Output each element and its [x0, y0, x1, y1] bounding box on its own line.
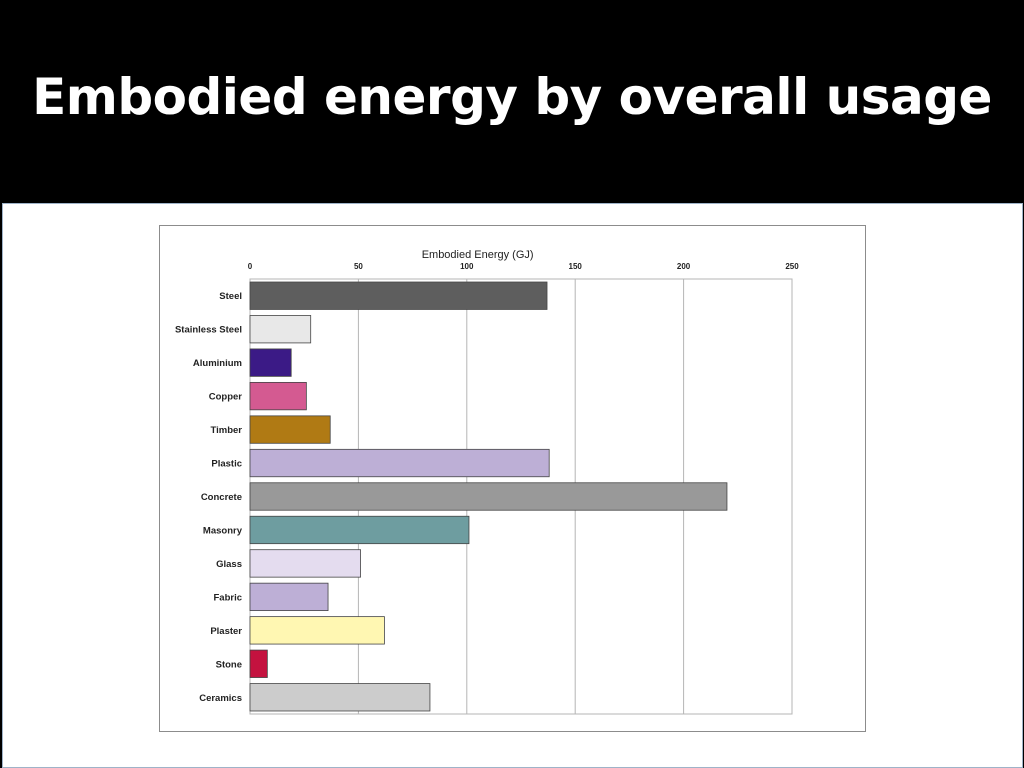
slide-title: Embodied energy by overall usage [32, 68, 992, 126]
category-label: Concrete [201, 492, 242, 503]
category-label: Steel [219, 291, 242, 302]
bar-stainless-steel [249, 315, 312, 344]
category-labels: Steel Stainless Steel Aluminium Copper Timbe… [175, 291, 243, 704]
x-tick-label: 50 [354, 262, 363, 271]
bar-glass [249, 549, 361, 578]
x-tick-label: 200 [677, 262, 691, 271]
category-label: Fabric [213, 592, 242, 603]
bar-plaster [249, 616, 385, 645]
category-label: Stainless Steel [175, 325, 242, 336]
x-tick-label: 100 [460, 262, 474, 271]
category-label: Ceramics [199, 693, 242, 704]
bar-concrete [249, 482, 728, 511]
bar-plastic [249, 448, 550, 478]
bar-copper [249, 381, 307, 411]
category-label: Plaster [210, 626, 242, 637]
category-label: Masonry [203, 525, 243, 536]
bar-masonry [249, 515, 470, 545]
title-band: Embodied energy by overall usage [0, 0, 1024, 202]
category-label: Plastic [211, 459, 242, 470]
category-label: Glass [216, 559, 242, 570]
category-label: Stone [216, 659, 242, 670]
bar-aluminium [249, 348, 292, 377]
bar-stone [249, 649, 268, 678]
chart-frame: Steel Stainless Steel Aluminium Copper Timbe… [159, 225, 866, 732]
category-label: Aluminium [193, 358, 242, 369]
bar-ceramics [249, 683, 431, 712]
bar-fabric [249, 582, 329, 612]
embodied-energy-bar-chart: Steel Stainless Steel Aluminium Copper Timbe… [175, 249, 799, 715]
x-tick-label: 250 [785, 262, 799, 271]
category-label: Copper [209, 392, 243, 403]
category-label: Timber [210, 425, 242, 436]
x-axis-title: Embodied Energy (GJ) [422, 249, 534, 261]
bar-timber [249, 415, 331, 444]
bar-steel [249, 281, 548, 310]
x-tick-labels: 0 50 100 150 200 250 [248, 262, 799, 271]
x-tick-label: 150 [569, 262, 583, 271]
bars [249, 281, 728, 712]
x-tick-label: 0 [248, 262, 253, 271]
